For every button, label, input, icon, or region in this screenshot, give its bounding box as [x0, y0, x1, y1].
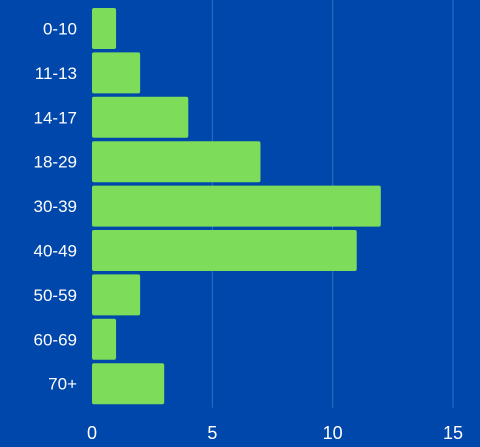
x-tick-label-5: 5 [207, 423, 217, 442]
bar-70+ [92, 363, 165, 405]
y-tick-label-50-59: 50-59 [34, 286, 77, 305]
y-tick-label-30-39: 30-39 [34, 197, 77, 216]
y-tick-label-18-29: 18-29 [34, 153, 77, 172]
bar-30-39 [92, 185, 381, 227]
bar-60-69 [92, 318, 117, 360]
y-tick-label-14-17: 14-17 [34, 108, 77, 127]
bar-50-59 [92, 274, 141, 316]
x-tick-label-10: 10 [323, 423, 343, 442]
y-axis-labels: 0-10 11-13 14-17 18-29 30-39 40-49 50-59 60-69 7… [34, 20, 78, 394]
y-tick-label-40-49: 40-49 [34, 242, 77, 261]
bar-14-17 [92, 96, 189, 138]
bars-layer [92, 8, 381, 405]
bar-0-10 [92, 8, 117, 49]
x-tick-label-15: 15 [443, 423, 463, 442]
y-tick-label-0-10: 0-10 [43, 20, 77, 39]
x-axis-labels: 0 5 10 15 [87, 423, 463, 443]
bar-18-29 [92, 141, 261, 183]
bar-40-49 [92, 230, 357, 271]
bar-11-13 [92, 52, 141, 94]
y-tick-label-11-13: 11-13 [35, 64, 77, 83]
y-tick-label-70+: 70+ [48, 375, 77, 394]
x-tick-label-0: 0 [87, 423, 97, 442]
y-tick-label-60-69: 60-69 [34, 330, 77, 349]
